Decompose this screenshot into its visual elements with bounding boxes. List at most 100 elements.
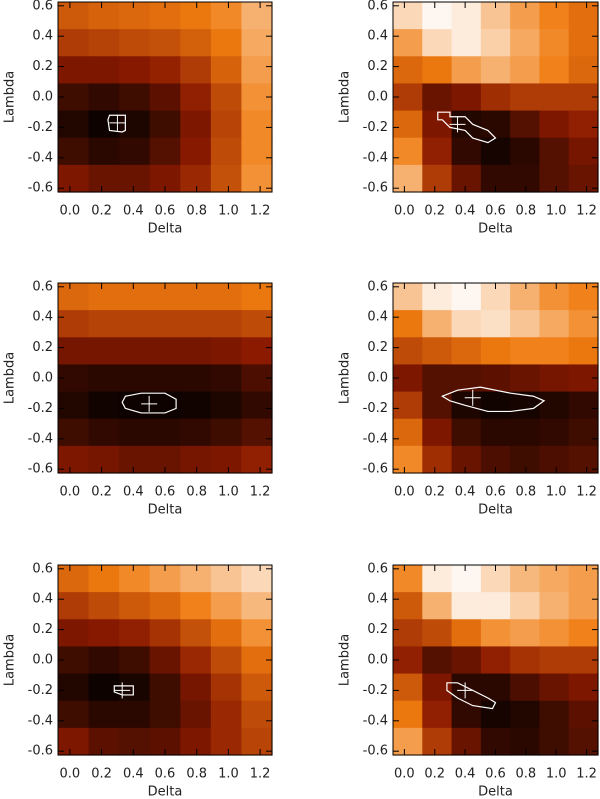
- heat-cell: [393, 110, 423, 139]
- y-tick-label: 0.2: [32, 59, 53, 74]
- heat-cell: [210, 337, 243, 366]
- y-tick-label: 0.0: [367, 653, 388, 668]
- x-tick-label: 0.2: [424, 485, 445, 500]
- heat-cell: [58, 56, 90, 85]
- heat-cell: [180, 391, 212, 420]
- y-tick-label: -0.4: [363, 431, 388, 446]
- heat-cell: [241, 283, 273, 311]
- x-tick-label: 0.8: [186, 485, 207, 500]
- heat-cell: [451, 337, 482, 366]
- heat-cell: [510, 83, 541, 112]
- heat-cell: [539, 164, 570, 193]
- y-tick-label: -0.2: [28, 401, 53, 416]
- heat-cell: [88, 673, 120, 702]
- heat-cell: [210, 110, 243, 139]
- heat-cell: [510, 619, 541, 648]
- heat-cell: [451, 310, 482, 338]
- heat-cell: [88, 565, 120, 593]
- heat-cell: [480, 700, 511, 729]
- contour: [437, 111, 497, 144]
- heat-cell: [422, 673, 453, 702]
- heat-cell: [88, 646, 120, 675]
- heat-cell: [422, 56, 453, 85]
- heat-cell: [422, 565, 453, 593]
- heat-cell: [180, 310, 212, 338]
- heat-cell: [149, 110, 181, 139]
- y-tick-label: -0.2: [363, 120, 388, 135]
- heat-cell: [510, 565, 541, 593]
- heat-cell: [180, 592, 212, 620]
- heat-cell: [422, 137, 453, 166]
- heat-cell: [241, 619, 273, 648]
- heat-cell: [180, 337, 212, 366]
- heat-cell: [568, 619, 599, 648]
- heat-cell: [119, 565, 151, 593]
- y-tick-label: -0.2: [363, 683, 388, 698]
- heat-cell: [451, 619, 482, 648]
- heat-cell: [88, 283, 120, 311]
- heat-cell: [510, 2, 541, 30]
- heat-cell: [451, 418, 482, 447]
- y-tick-label: 0.4: [367, 29, 388, 44]
- heat-cell: [539, 445, 570, 474]
- heat-cell: [451, 445, 482, 474]
- heat-cell: [451, 565, 482, 593]
- heat-cell: [393, 700, 423, 729]
- heat-cell: [210, 646, 243, 675]
- heat-cell: [539, 391, 570, 420]
- heat-cell: [539, 2, 570, 30]
- heat-cell: [58, 565, 90, 593]
- heat-cell: [510, 592, 541, 620]
- heat-cell: [88, 700, 120, 729]
- y-tick-label: -0.6: [363, 181, 388, 196]
- y-tick-label: -0.4: [28, 431, 53, 446]
- x-tick-label: 0.4: [455, 767, 476, 782]
- x-tick-label: 0.4: [455, 485, 476, 500]
- x-tick-label: 0.6: [155, 204, 176, 219]
- heat-cell: [119, 283, 151, 311]
- heat-cell: [180, 137, 212, 166]
- heat-cell: [241, 29, 273, 57]
- x-tick-label: 0.2: [424, 767, 445, 782]
- x-tick-label: 0.6: [155, 485, 176, 500]
- y-axis-label: Lambda: [3, 352, 18, 404]
- heat-cell: [568, 310, 599, 338]
- y-axis-label: Lambda: [3, 634, 18, 686]
- heat-cell: [422, 391, 453, 420]
- y-tick-label: 0.2: [32, 340, 53, 355]
- heat-cell: [210, 310, 243, 338]
- heat-cell: [119, 2, 151, 30]
- x-tick-label: 0.8: [516, 204, 537, 219]
- heat-cell: [539, 565, 570, 593]
- heat-cell: [480, 29, 511, 57]
- heat-cell: [510, 310, 541, 338]
- y-tick-label: 0.4: [32, 310, 53, 325]
- y-tick-label: 0.2: [367, 622, 388, 637]
- heat-cell: [393, 310, 423, 338]
- x-tick-label: 0.8: [516, 767, 537, 782]
- heat-cell: [149, 337, 181, 366]
- x-tick-label: 1.0: [218, 485, 239, 500]
- y-axis-label: Lambda: [3, 71, 18, 123]
- heat-cell: [119, 445, 151, 474]
- contour: [113, 685, 134, 696]
- heat-cell: [58, 673, 90, 702]
- heat-cell: [480, 337, 511, 366]
- heat-cell: [539, 592, 570, 620]
- heat-cell: [393, 137, 423, 166]
- heat-cell: [393, 29, 423, 57]
- y-tick-label: -0.6: [363, 744, 388, 759]
- heat-cell: [510, 364, 541, 393]
- y-tick-label: 0.4: [367, 592, 388, 607]
- x-tick-label: 0.0: [60, 767, 81, 782]
- heat-cell: [210, 565, 243, 593]
- heat-cell: [451, 2, 482, 30]
- y-tick-label: 0.2: [367, 340, 388, 355]
- heat-cell: [119, 364, 151, 393]
- heat-cell: [422, 337, 453, 366]
- heat-cell: [58, 391, 90, 420]
- x-tick-label: 1.2: [250, 767, 271, 782]
- heat-cell: [210, 592, 243, 620]
- heat-cell: [510, 418, 541, 447]
